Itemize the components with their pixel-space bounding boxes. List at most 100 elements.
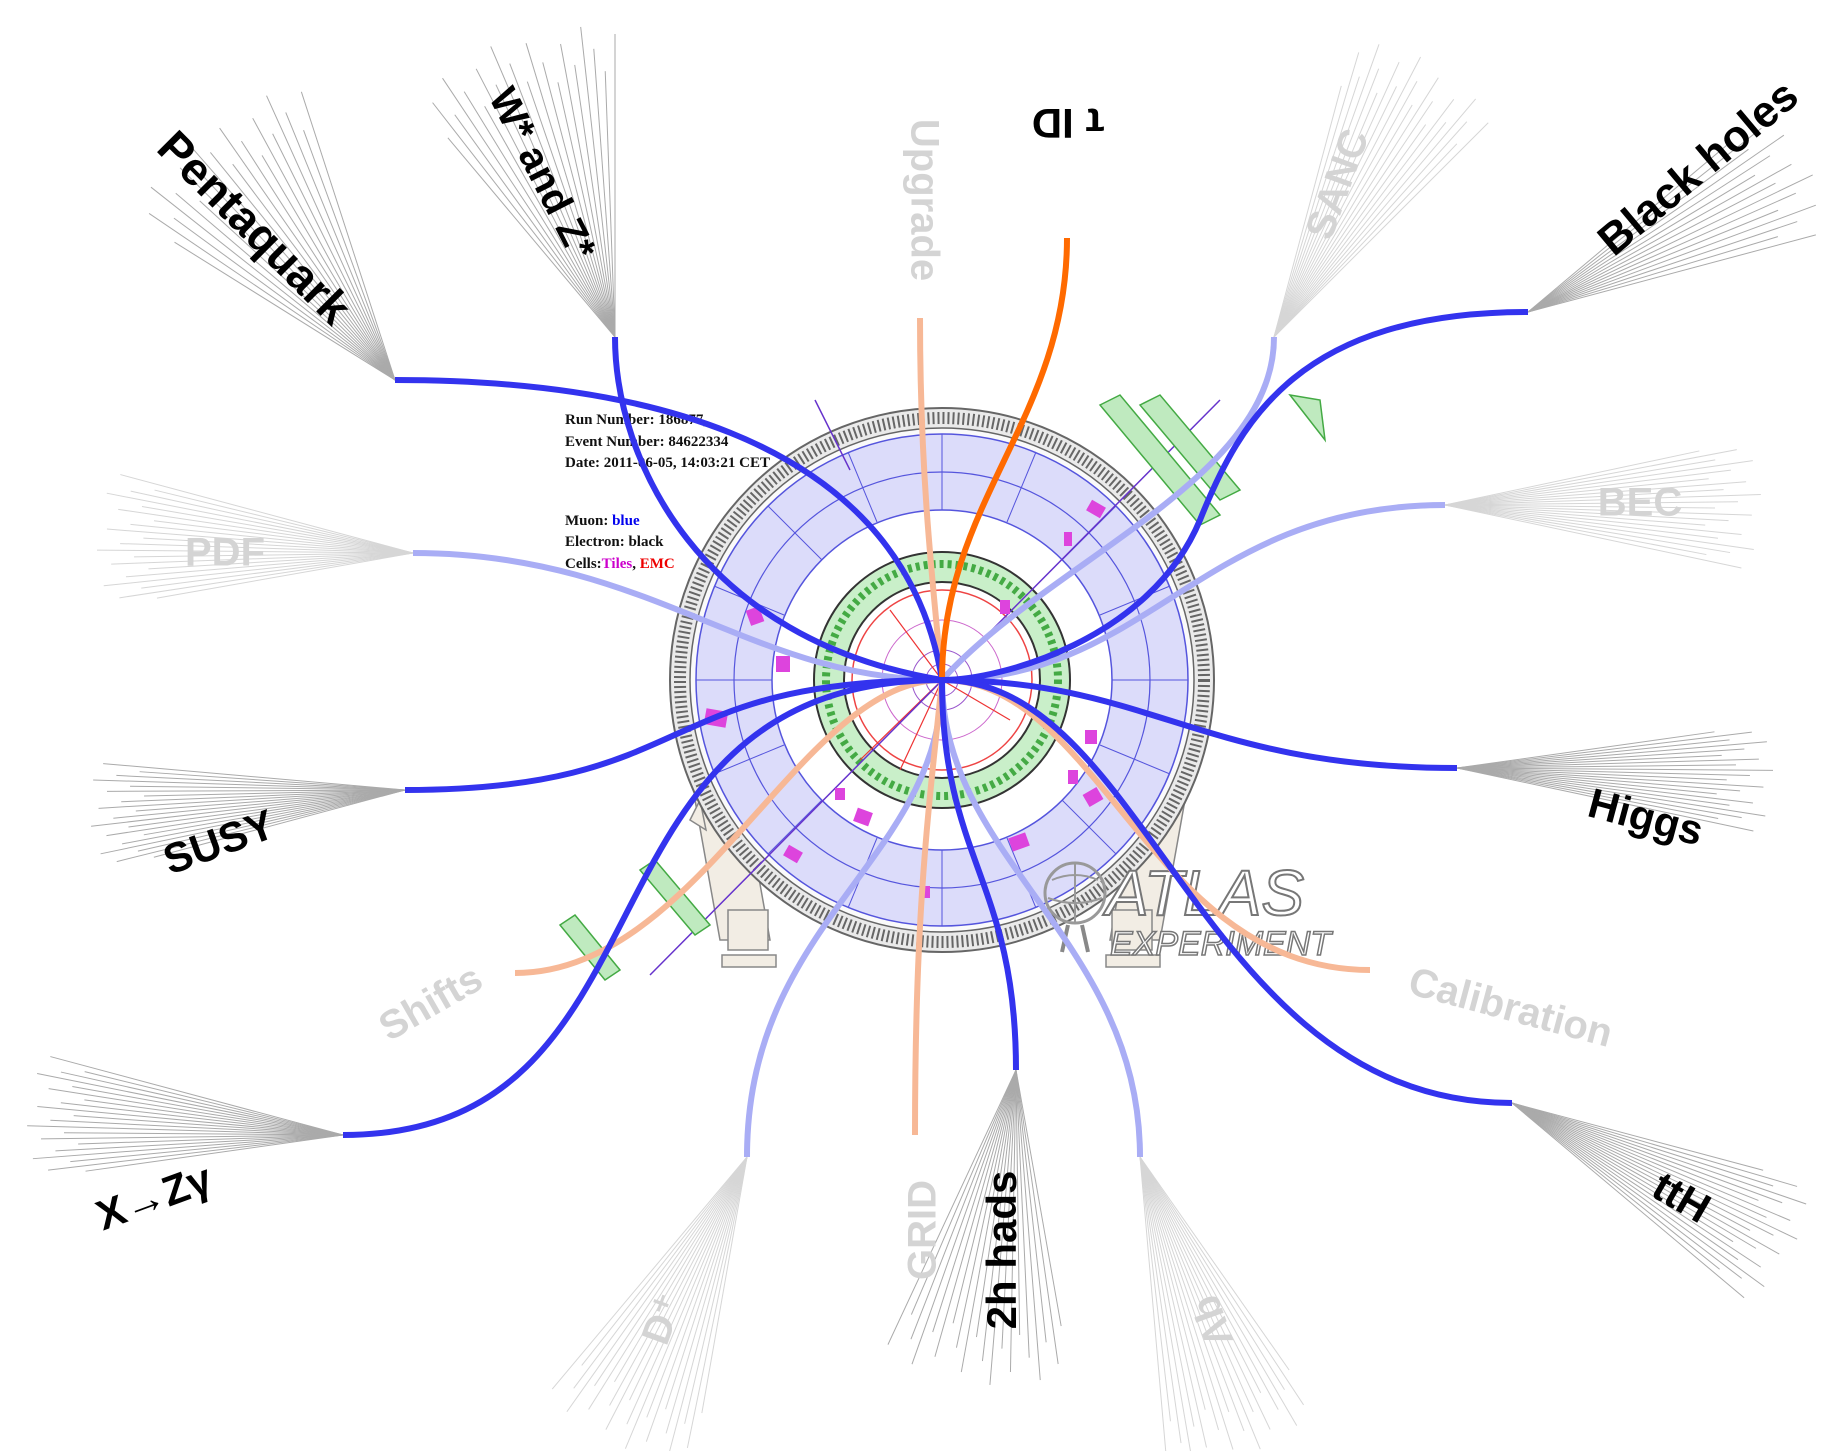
d-plus-fan-line [645,1156,748,1442]
sanc-fan-line [1273,85,1342,338]
tth-track[interactable] [941,677,1513,1106]
black-holes-fan-line [1527,236,1779,313]
lambda-b-fan-line [1139,1156,1290,1371]
shifts-track[interactable] [514,677,943,976]
calibration-label[interactable]: Calibration [1404,959,1617,1056]
lambda-b-fan [1139,1156,1305,1451]
2h-hads-fan-line [910,1069,1017,1340]
grid-label[interactable]: GRID [901,1180,945,1280]
bec-fan-line [1444,478,1709,506]
pentaquark-label[interactable]: Pentaquark [148,120,362,334]
pdf-label[interactable]: PDF [185,531,265,575]
wz-fan-line [526,81,616,338]
black-holes-fan-line [1527,144,1728,313]
bec-fan-line [1444,481,1747,506]
2h-hads-fan-line [960,1069,1017,1373]
pdf-fan-line [143,537,414,554]
grid-track[interactable] [912,679,945,1136]
tth-fan-line [1511,1102,1774,1187]
sanc-fan-line [1273,122,1447,338]
bec-label[interactable]: BEC [1598,481,1682,525]
higgs-fan-line [1456,731,1715,769]
d-plus-fan-line [609,1156,748,1406]
calorimeter-cells [703,499,1106,898]
bec-track[interactable] [941,502,1446,683]
sanc-fan-line [1273,76,1360,338]
higgs-fan-line [1456,767,1717,795]
sanc-fan-line [1273,56,1421,338]
susy-fan-line [98,789,406,809]
x-zgamma-fan-line [72,1086,344,1136]
black-holes-fan-line [1527,174,1756,313]
sanc-label[interactable]: SANC [1298,123,1378,245]
2h-hads-fan-line [932,1069,1017,1333]
wz-track[interactable] [612,336,943,683]
tth-fan-line [1511,1102,1764,1171]
pentaquark-track[interactable] [394,377,945,681]
x-zgamma-track[interactable] [342,677,943,1138]
pdf-fan-line [103,552,414,587]
cells-legend: Cells:Tiles, EMC [565,556,675,572]
higgs-fan-line [1456,767,1742,819]
bec-fan-line [1444,504,1707,556]
susy-fan-line [116,789,406,863]
pentaquark-fan-line [150,186,396,381]
lambda-b-fan-line [1139,1156,1191,1451]
x-zgamma-fan-line [85,1134,344,1172]
upgrade-track[interactable] [917,317,945,681]
2h-hads-label[interactable]: 2h hads [978,1171,1025,1330]
d-plus-track[interactable] [744,679,945,1158]
lambda-b-fan-line [1139,1156,1271,1430]
black-holes-fan-line [1527,192,1797,313]
wz-fan-line [542,62,616,338]
2h-hads-fan-line [952,1069,1017,1324]
sanc-track[interactable] [939,336,1277,683]
wz-fan-line [593,48,616,338]
upgrade-label[interactable]: Upgrade [902,119,946,281]
tau-id-track[interactable] [939,237,1070,681]
pdf-track[interactable] [412,550,943,683]
black-holes-fan-line [1527,127,1762,313]
susy-fan-line [143,789,406,836]
lambda-b-fan-line [1139,1156,1261,1450]
2h-hads-fan-line [911,1069,1017,1365]
x-zgamma-label[interactable]: X→Zγ [90,1154,219,1239]
susy-track[interactable] [404,677,943,793]
x-zgamma-fan-line [84,1099,344,1136]
susy-fan-line [100,789,406,855]
higgs-track[interactable] [941,677,1458,771]
black-holes-track[interactable] [941,309,1529,683]
2h-hads-track[interactable] [939,679,1019,1071]
d-plus-fan-line [588,1156,748,1410]
2h-hads-fan-line [1001,1069,1017,1349]
susy-fan-line [121,789,406,845]
tth-fan-line [1511,1102,1745,1299]
2h-hads-fan-line [934,1069,1017,1357]
2h-hads-fan-line [981,1069,1017,1362]
muon-legend: Muon: blue [565,513,640,529]
sanc-fan-line [1273,77,1439,338]
pentaquark-fan-line [266,95,396,381]
shifts-label[interactable]: Shifts [372,956,490,1050]
d-plus-fan-line [624,1156,748,1449]
black-holes-fan-line [1527,234,1816,313]
higgs-fan-line [1456,758,1759,769]
d-plus-fan-line [551,1156,748,1390]
tth-label[interactable]: ttH [1645,1162,1719,1232]
wz-fan [432,26,616,338]
lambda-b-fan-line [1139,1156,1279,1410]
susy-fan-line [153,789,406,858]
d-plus-fan-line [665,1156,748,1410]
lambda-b-fan-line [1139,1156,1207,1448]
pdf-fan-line [134,552,414,558]
d-plus-fan-line [613,1156,748,1383]
pentaquark-fan-line [174,241,396,381]
susy-fan-line [91,789,406,827]
susy-fan-line [137,789,406,852]
wz-label[interactable]: W* and Z* [480,81,604,268]
d-plus-fan [551,1156,748,1451]
tau-id-label[interactable]: τ ID [1032,100,1104,147]
bec-fan-line [1444,494,1761,506]
pdf-fan-line [120,474,414,554]
lambda-b-track[interactable] [939,679,1143,1158]
